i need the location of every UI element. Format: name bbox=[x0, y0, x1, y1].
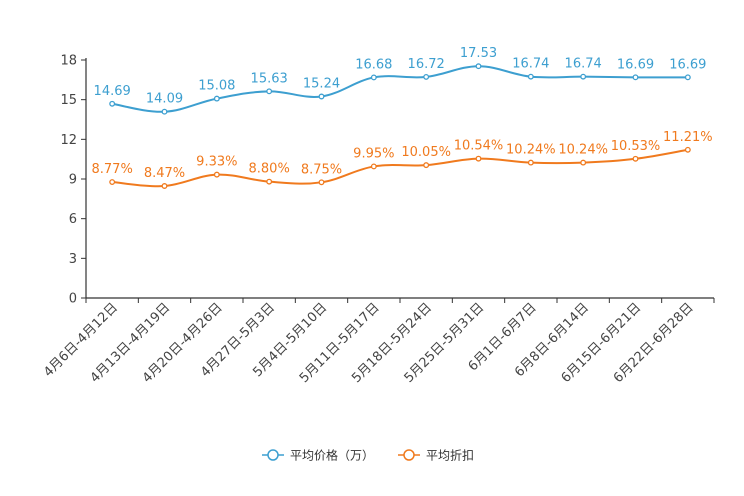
data-point bbox=[213, 95, 220, 102]
data-point bbox=[370, 74, 377, 81]
data-label: 8.75% bbox=[301, 162, 342, 177]
data-point bbox=[527, 73, 534, 80]
data-label: 8.47% bbox=[144, 166, 185, 181]
y-tick-label: 9 bbox=[69, 173, 77, 188]
data-label: 10.24% bbox=[558, 143, 608, 158]
data-point bbox=[266, 178, 273, 185]
data-point bbox=[580, 159, 587, 166]
data-label: 9.95% bbox=[353, 146, 394, 161]
data-label: 11.21% bbox=[663, 130, 713, 145]
data-label: 15.24 bbox=[303, 76, 340, 91]
data-label: 16.74 bbox=[512, 57, 549, 72]
data-point bbox=[423, 162, 430, 169]
series-average-price: 14.69 14.09 15.08 15.63 15.24 16.68 16.72 17.53… bbox=[94, 46, 706, 115]
data-point bbox=[527, 159, 534, 166]
y-tick-label: 12 bbox=[60, 133, 77, 148]
legend-item-average-price[interactable]: 平均价格（万） bbox=[262, 448, 374, 463]
y-tick-label: 6 bbox=[69, 212, 77, 227]
chart-axes: 03691215184月6日-4月12日4月13日-4月19日4月20日-4月2… bbox=[41, 54, 715, 386]
legend-label: 平均折扣 bbox=[426, 448, 474, 463]
data-point bbox=[161, 183, 168, 189]
data-point bbox=[684, 74, 691, 81]
y-tick-label: 18 bbox=[60, 54, 77, 69]
series-average-discount: 8.77% 8.47%9.33% 8.80% 8.75%9.95% 10.05% 10.5… bbox=[92, 130, 713, 189]
y-tick-label: 15 bbox=[60, 93, 77, 108]
data-point bbox=[318, 93, 325, 100]
y-tick-label: 3 bbox=[69, 252, 77, 267]
legend-marker-icon bbox=[267, 449, 279, 461]
data-point bbox=[370, 163, 377, 170]
legend-marker-icon bbox=[403, 449, 415, 461]
data-label: 10.24% bbox=[506, 143, 556, 158]
data-point bbox=[266, 88, 273, 95]
y-tick-label: 0 bbox=[69, 292, 77, 307]
data-point bbox=[109, 100, 116, 107]
data-label: 15.08 bbox=[198, 79, 235, 94]
data-label: 10.05% bbox=[401, 145, 451, 160]
legend-label: 平均价格（万） bbox=[290, 448, 374, 463]
data-point bbox=[475, 155, 482, 162]
data-label: 14.09 bbox=[146, 92, 183, 107]
data-label: 16.68 bbox=[355, 57, 392, 72]
series-line bbox=[112, 65, 688, 113]
data-point bbox=[213, 171, 220, 178]
data-label: 8.80% bbox=[249, 162, 290, 177]
data-label: 16.72 bbox=[408, 57, 445, 72]
data-label: 16.69 bbox=[669, 57, 706, 72]
chart-series: 14.69 14.09 15.08 15.63 15.24 16.68 16.72 17.53… bbox=[92, 46, 713, 189]
data-label: 8.77% bbox=[92, 162, 133, 177]
data-label: 16.74 bbox=[565, 57, 602, 72]
data-label: 15.63 bbox=[251, 71, 288, 86]
series-line bbox=[112, 148, 688, 188]
legend-item-average-discount[interactable]: 平均折扣 bbox=[398, 448, 474, 463]
data-label: 10.54% bbox=[454, 139, 504, 154]
chart-legend: 平均价格（万） 平均折扣 bbox=[262, 448, 474, 463]
data-label: 10.53% bbox=[611, 139, 661, 154]
data-point bbox=[318, 179, 325, 186]
data-point bbox=[580, 73, 587, 80]
data-label: 17.53 bbox=[460, 46, 497, 61]
data-point bbox=[684, 146, 691, 153]
data-point bbox=[161, 108, 168, 115]
data-point bbox=[632, 155, 639, 162]
data-label: 14.69 bbox=[94, 84, 131, 99]
data-point bbox=[109, 179, 116, 185]
data-label: 16.69 bbox=[617, 57, 654, 72]
data-point bbox=[632, 74, 639, 81]
data-point bbox=[423, 73, 430, 80]
data-label: 9.33% bbox=[196, 155, 237, 170]
data-point bbox=[475, 63, 482, 70]
